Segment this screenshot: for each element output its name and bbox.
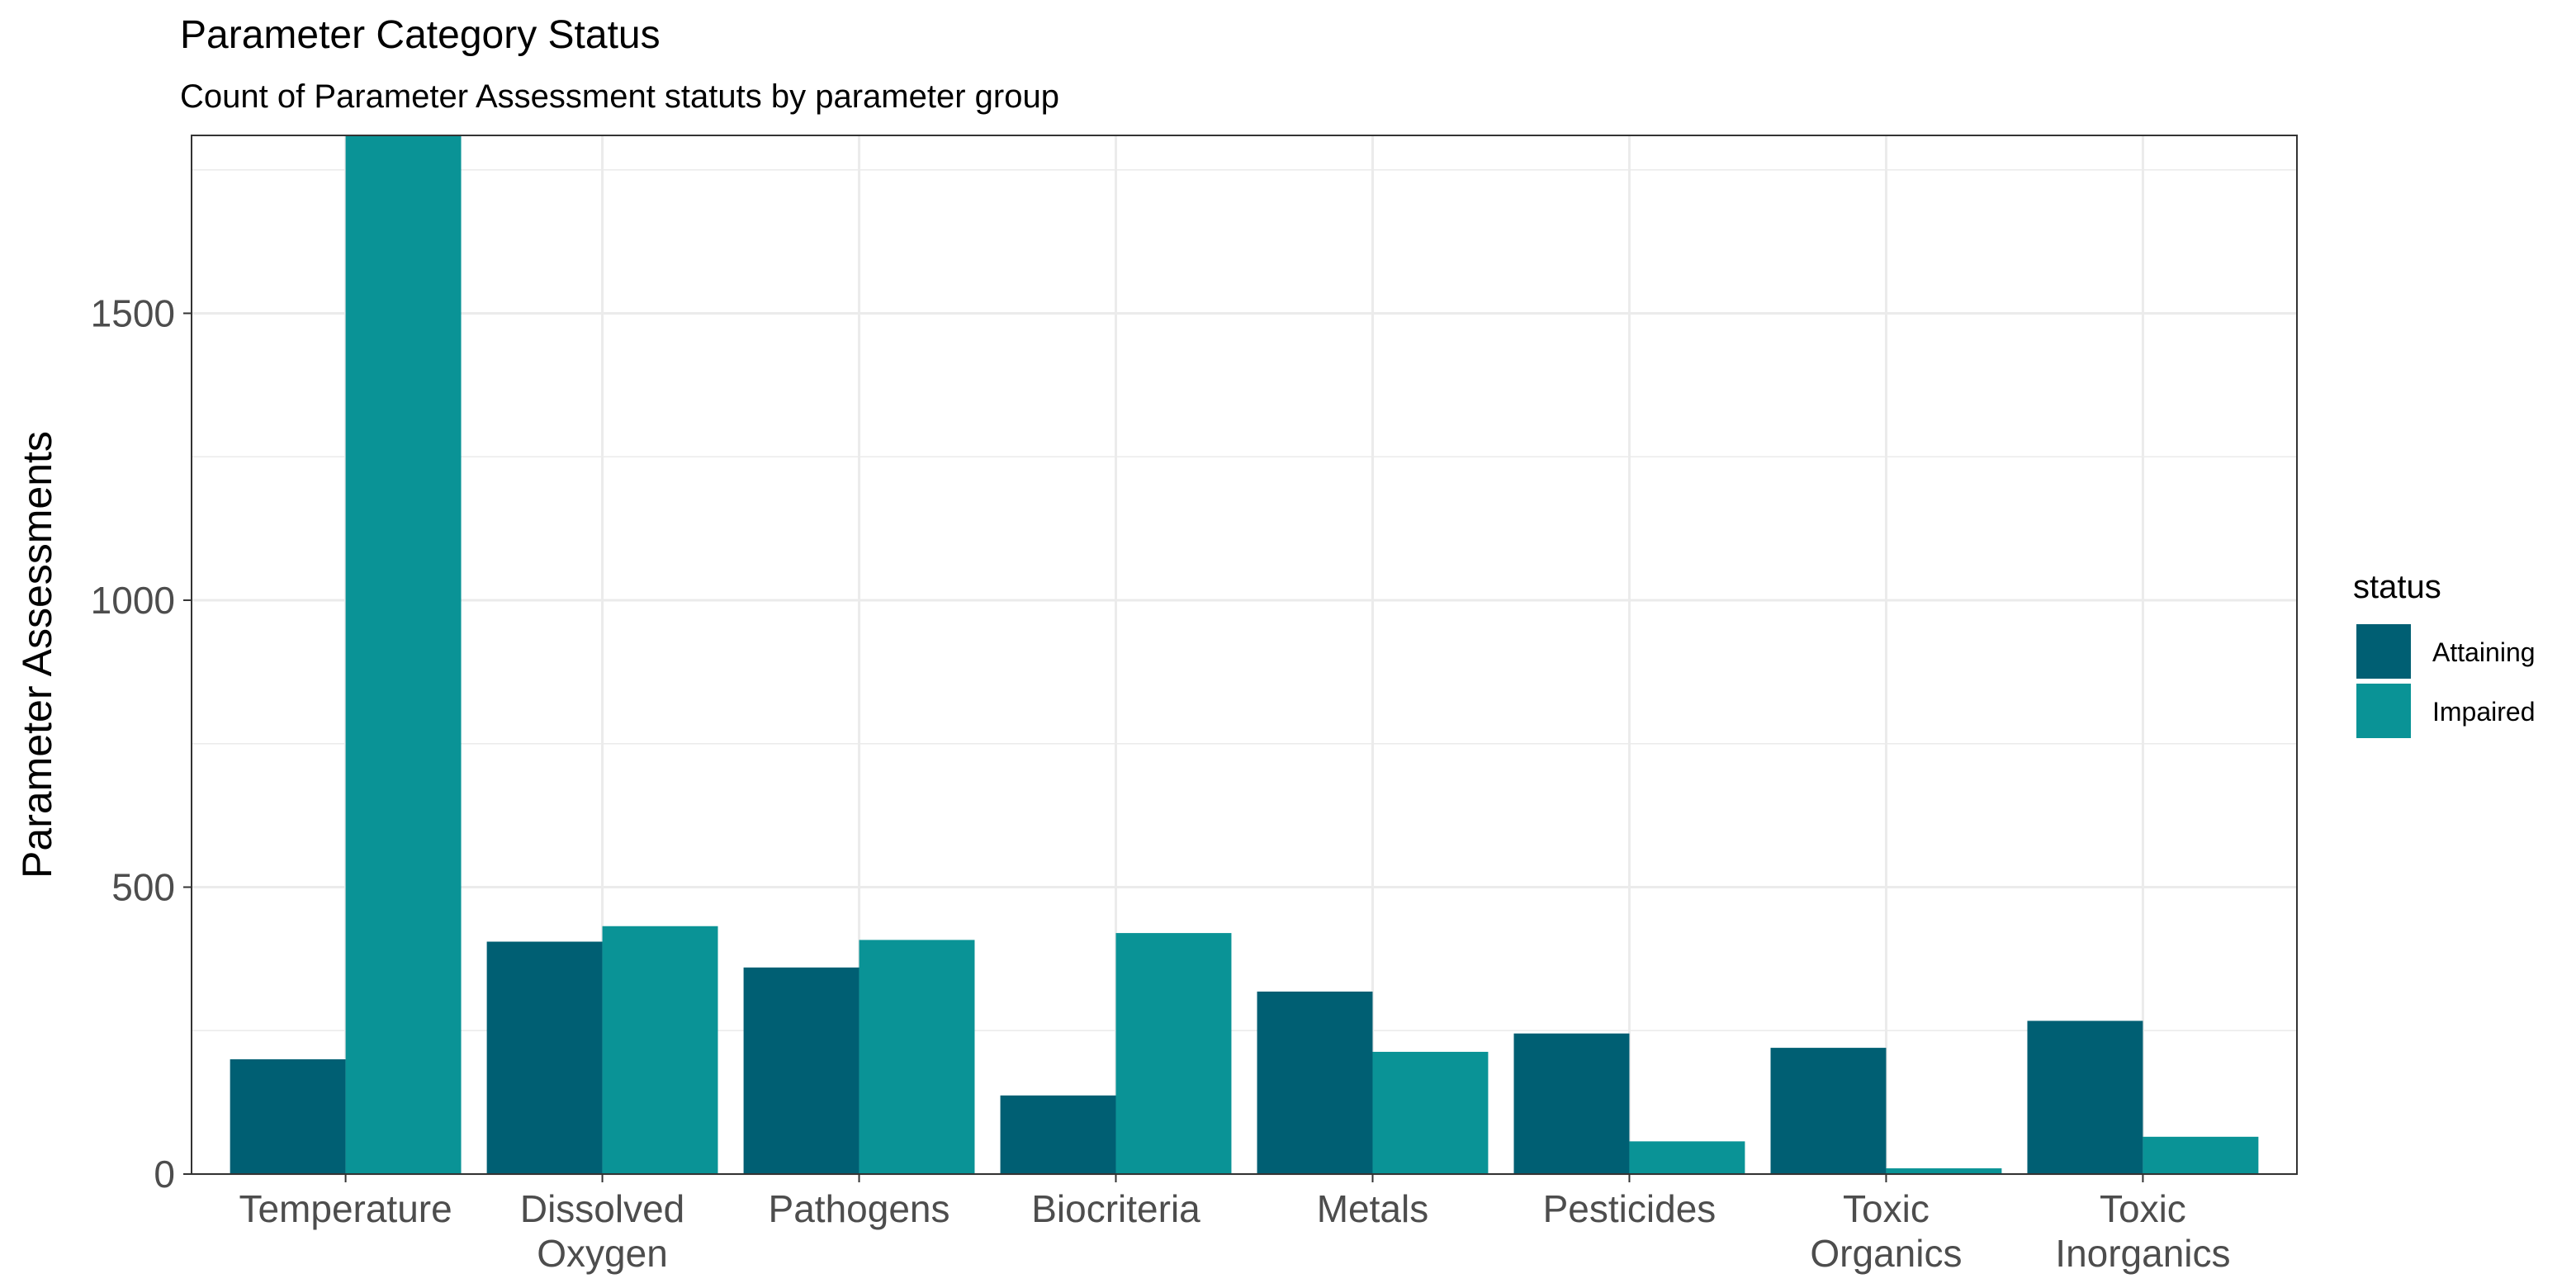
bar-attaining-pathogens (743, 967, 859, 1174)
y-tick-label: 1500 (91, 291, 175, 334)
chart-title: Parameter Category Status (180, 13, 661, 57)
y-axis-title: Parameter Assessments (14, 431, 60, 878)
bar-attaining-pesticides (1513, 1033, 1630, 1174)
legend-label-impaired: Impaired (2432, 697, 2536, 727)
x-tick-label: Dissolved Oxygen (520, 1187, 684, 1275)
bar-attaining-temperature (230, 1058, 346, 1174)
bar-impaired-dissolved-oxygen (602, 926, 718, 1174)
bar-impaired-toxic-inorganics (2143, 1136, 2259, 1174)
chart-subtitle: Count of Parameter Assessment statuts by… (180, 78, 1059, 115)
x-tick-label: Biocriteria (1031, 1187, 1200, 1230)
x-tick-label: Temperature (239, 1187, 452, 1230)
x-tick-label: Metals (1317, 1187, 1428, 1230)
x-tick-label: Pathogens (769, 1187, 950, 1230)
bar-impaired-metals (1372, 1051, 1489, 1174)
bars (230, 135, 2259, 1174)
x-tick-label: Pesticides (1543, 1187, 1717, 1230)
legend: Attaining Impaired (2356, 624, 2536, 738)
bar-impaired-pesticides (1629, 1141, 1745, 1174)
bar-attaining-toxic-organics (1770, 1048, 1887, 1174)
bar-attaining-metals (1257, 991, 1373, 1174)
bar-attaining-toxic-inorganics (2027, 1020, 2143, 1174)
bar-impaired-temperature (345, 135, 462, 1174)
legend-key-attaining (2356, 624, 2411, 679)
y-tick-label: 0 (154, 1153, 175, 1196)
y-tick-label: 500 (111, 865, 175, 908)
bar-impaired-biocriteria (1115, 933, 1232, 1174)
y-tick-label: 1000 (91, 579, 175, 622)
bar-impaired-toxic-organics (1886, 1168, 2002, 1174)
gridlines (192, 135, 2297, 1176)
x-tick-label: Toxic Organics (1810, 1187, 1962, 1275)
plot-panel-border (191, 135, 2298, 1175)
bar-attaining-dissolved-oxygen (486, 941, 603, 1174)
bar-impaired-pathogens (859, 940, 975, 1174)
bar-attaining-biocriteria (1000, 1095, 1116, 1174)
legend-title: status (2353, 569, 2441, 605)
x-axis: Temperature Dissolved Oxygen Pathogens Biocr… (239, 1174, 2231, 1275)
x-tick-label: Toxic Inorganics (2055, 1187, 2230, 1275)
y-axis: 0 500 1000 1500 (91, 291, 192, 1196)
legend-key-impaired (2356, 684, 2411, 738)
legend-label-attaining: Attaining (2432, 637, 2536, 667)
